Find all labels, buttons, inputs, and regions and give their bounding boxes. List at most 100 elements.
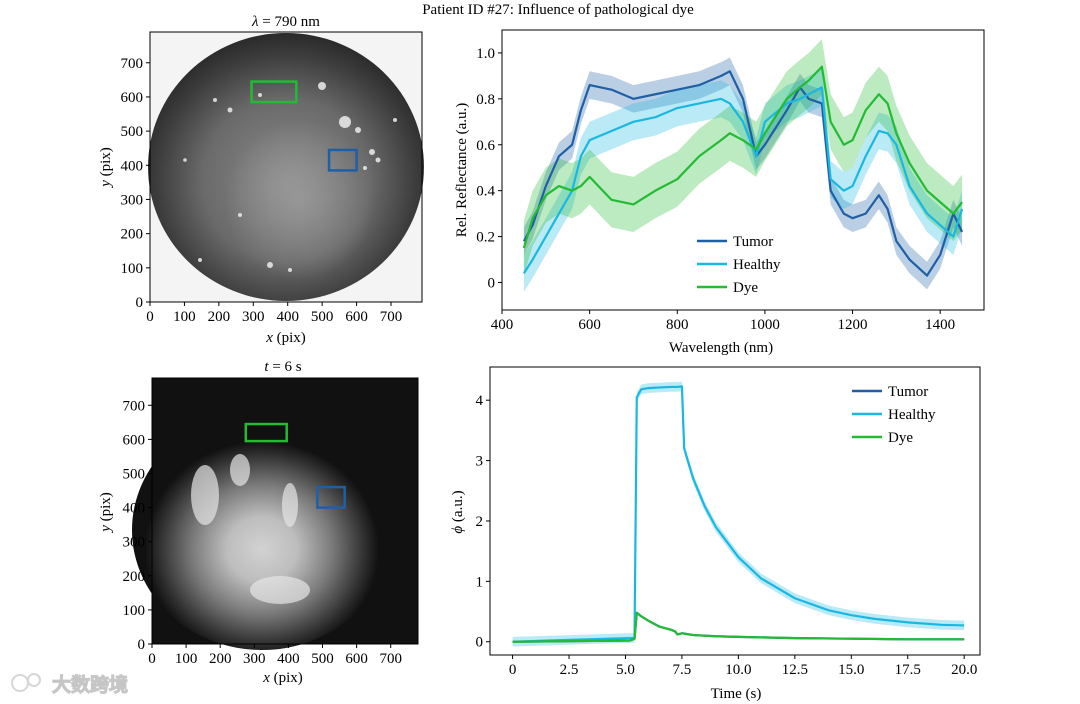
image-frame	[151, 377, 419, 645]
x-axis-label: Wavelength (nm)	[669, 340, 773, 356]
band-healthy	[512, 381, 965, 647]
x-tick-label: 1400	[925, 317, 955, 333]
x-tick-label: 500	[311, 651, 334, 667]
figure-title: Patient ID #27: Influence of pathologica…	[422, 2, 694, 18]
x-tick-label: 1000	[750, 317, 780, 333]
image-axes-bottom: 0 100 200 300 400 500 600 700 0 100 200 300 400 500 60…	[123, 398, 402, 667]
x-tick-label: 5.0	[616, 662, 635, 678]
x-tick-label: 300	[243, 651, 266, 667]
series-line-dye	[512, 611, 965, 643]
x-tick-label: 600	[345, 651, 368, 667]
legend-label-tumor: Tumor	[888, 384, 928, 400]
y-tick-label: 700	[121, 56, 144, 72]
x-tick-label: 400	[277, 651, 300, 667]
x-tick-label: 600	[578, 317, 601, 333]
x-tick-label: 0	[148, 651, 156, 667]
series-line-dye	[522, 65, 963, 249]
y-axis-label: y (pix)	[98, 147, 114, 189]
x-tick-label: 700	[380, 309, 403, 325]
x-tick-label: 20.0	[951, 662, 977, 678]
specular-reflections	[183, 82, 397, 272]
time-plot: 0 2.5 5.0 7.5 10.0 12.5 15.0 17.5 20.0 0 1 2 3 4 Tumo…	[450, 366, 981, 702]
image-panel-bottom: t = 6 s 0 100 200 300 400 500 600 700 0 100 200 300…	[98, 359, 419, 686]
image-axes-top: 0 100 200 300 400 500 600 700 0 100 200 300 400 500 60…	[121, 56, 403, 325]
y-tick-label: 600	[123, 432, 146, 448]
x-tick-label: 15.0	[838, 662, 864, 678]
watermark-logo-icon	[27, 673, 41, 687]
y-tick-label: 1	[476, 574, 484, 590]
x-tick-label: 2.5	[560, 662, 579, 678]
x-tick-label: 0	[146, 309, 154, 325]
x-tick-label: 10.0	[725, 662, 751, 678]
spectra-legend: Tumor Healthy Dye	[697, 234, 781, 296]
spectra-lines	[522, 65, 964, 277]
spectra-plot: 400 600 800 1000 1200 1400 0 0.2 0.4 0.6 0.8 1.0 Tu…	[454, 29, 985, 356]
x-tick-label: 800	[666, 317, 689, 333]
tissue-highlight	[225, 120, 375, 280]
series-line-tumor	[522, 70, 964, 277]
y-tick-label: 600	[121, 90, 144, 106]
x-tick-label: 7.5	[673, 662, 692, 678]
band-healthy	[523, 69, 963, 292]
x-axis-label: x (pix)	[262, 670, 303, 686]
legend-label-healthy: Healthy	[888, 407, 936, 423]
x-tick-label: 0	[509, 662, 517, 678]
roi-tumor-box	[316, 485, 346, 509]
image-frame	[149, 31, 423, 303]
x-tick-label: 500	[311, 309, 334, 325]
x-tick-label: 700	[379, 651, 402, 667]
x-tick-label: 100	[173, 309, 196, 325]
y-tick-label: 3	[476, 454, 484, 470]
band-dye	[523, 39, 963, 276]
y-tick-label: 2	[476, 514, 484, 530]
watermark: 大数跨境	[11, 673, 129, 697]
time-axes: 0 2.5 5.0 7.5 10.0 12.5 15.0 17.5 20.0 0 1 2 3 4	[476, 393, 978, 678]
panel-title-wavelength: λ = 790 nm	[251, 14, 320, 30]
x-tick-label: 100	[175, 651, 198, 667]
y-tick-label: 200	[123, 569, 146, 585]
x-tick-label: 1200	[838, 317, 868, 333]
roi-dye-box	[244, 422, 288, 443]
x-tick-label: 12.5	[782, 662, 808, 678]
watermark-text: 大数跨境	[52, 673, 128, 696]
legend-label-dye: Dye	[888, 430, 913, 446]
x-tick-label: 400	[276, 309, 299, 325]
y-tick-label: 300	[121, 192, 144, 208]
y-tick-label: 0.6	[476, 138, 495, 154]
y-axis-label: Rel. Reflectance (a.u.)	[454, 103, 470, 238]
y-tick-label: 0.4	[476, 184, 495, 200]
legend-label-healthy: Healthy	[733, 257, 781, 273]
panel-title-time: t = 6 s	[264, 359, 301, 375]
y-axis-label: ϕ (a.u.)	[450, 490, 466, 533]
y-tick-label: 1.0	[476, 46, 495, 62]
x-tick-label: 200	[209, 651, 232, 667]
spectra-axes: 400 600 800 1000 1200 1400 0 0.2 0.4 0.6 0.8 1.0	[476, 46, 955, 333]
y-tick-label: 100	[121, 261, 144, 277]
roi-tumor-box	[327, 148, 358, 172]
watermark-logo-icon	[11, 674, 29, 692]
image-panel-top: λ = 790 nm 0 100 200 300 400 500 600 700 0 100 200…	[98, 14, 424, 346]
x-tick-label: 400	[491, 317, 514, 333]
tissue-image-fluorescence	[132, 410, 392, 650]
x-tick-label: 300	[242, 309, 265, 325]
y-tick-label: 0	[488, 275, 496, 291]
y-tick-label: 0	[136, 295, 144, 311]
roi-dye-box	[250, 80, 298, 104]
x-axis-label: x (pix)	[265, 330, 306, 346]
y-tick-label: 400	[121, 158, 144, 174]
y-tick-label: 4	[476, 393, 484, 409]
plot-frame	[489, 366, 981, 656]
y-tick-label: 500	[121, 124, 144, 140]
time-legend: Tumor Healthy Dye	[852, 384, 936, 446]
y-tick-label: 0.8	[476, 92, 495, 108]
x-tick-label: 200	[208, 309, 231, 325]
band-tumor	[523, 57, 963, 290]
x-tick-label: 600	[345, 309, 368, 325]
series-line-healthy	[512, 385, 965, 643]
spectra-confidence-bands	[523, 39, 963, 292]
time-confidence-bands	[512, 381, 965, 647]
y-tick-label: 0.2	[476, 230, 495, 246]
y-tick-label: 0	[476, 635, 484, 651]
x-axis-label: Time (s)	[711, 686, 762, 702]
